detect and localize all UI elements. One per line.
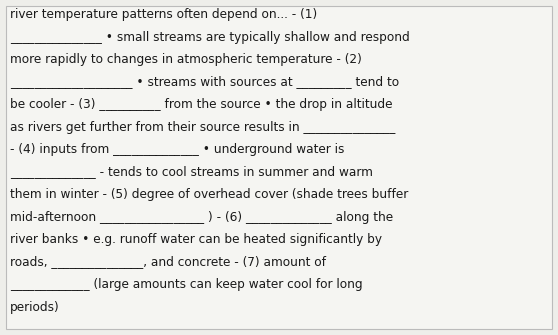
Text: river banks • e.g. runoff water can be heated significantly by: river banks • e.g. runoff water can be h… (10, 233, 382, 246)
Text: river temperature patterns often depend on... - (1): river temperature patterns often depend … (10, 8, 318, 21)
Text: mid-afternoon _________________ ) - (6) ______________ along the: mid-afternoon _________________ ) - (6) … (10, 210, 393, 223)
Text: ______________ - tends to cool streams in summer and warm: ______________ - tends to cool streams i… (10, 165, 373, 179)
Text: more rapidly to changes in atmospheric temperature - (2): more rapidly to changes in atmospheric t… (10, 53, 362, 66)
Text: periods): periods) (10, 300, 60, 314)
Text: _______________ • small streams are typically shallow and respond: _______________ • small streams are typi… (10, 30, 410, 44)
Text: - (4) inputs from ______________ • underground water is: - (4) inputs from ______________ • under… (10, 143, 344, 156)
FancyBboxPatch shape (6, 6, 552, 329)
Text: _____________ (large amounts can keep water cool for long: _____________ (large amounts can keep wa… (10, 278, 363, 291)
Text: ____________________ • streams with sources at _________ tend to: ____________________ • streams with sour… (10, 75, 399, 88)
Text: roads, _______________, and concrete - (7) amount of: roads, _______________, and concrete - (… (10, 256, 326, 268)
Text: be cooler - (3) __________ from the source • the drop in altitude: be cooler - (3) __________ from the sour… (10, 98, 392, 111)
Text: as rivers get further from their source results in _______________: as rivers get further from their source … (10, 121, 396, 134)
Text: them in winter - (5) degree of overhead cover (shade trees buffer: them in winter - (5) degree of overhead … (10, 188, 408, 201)
